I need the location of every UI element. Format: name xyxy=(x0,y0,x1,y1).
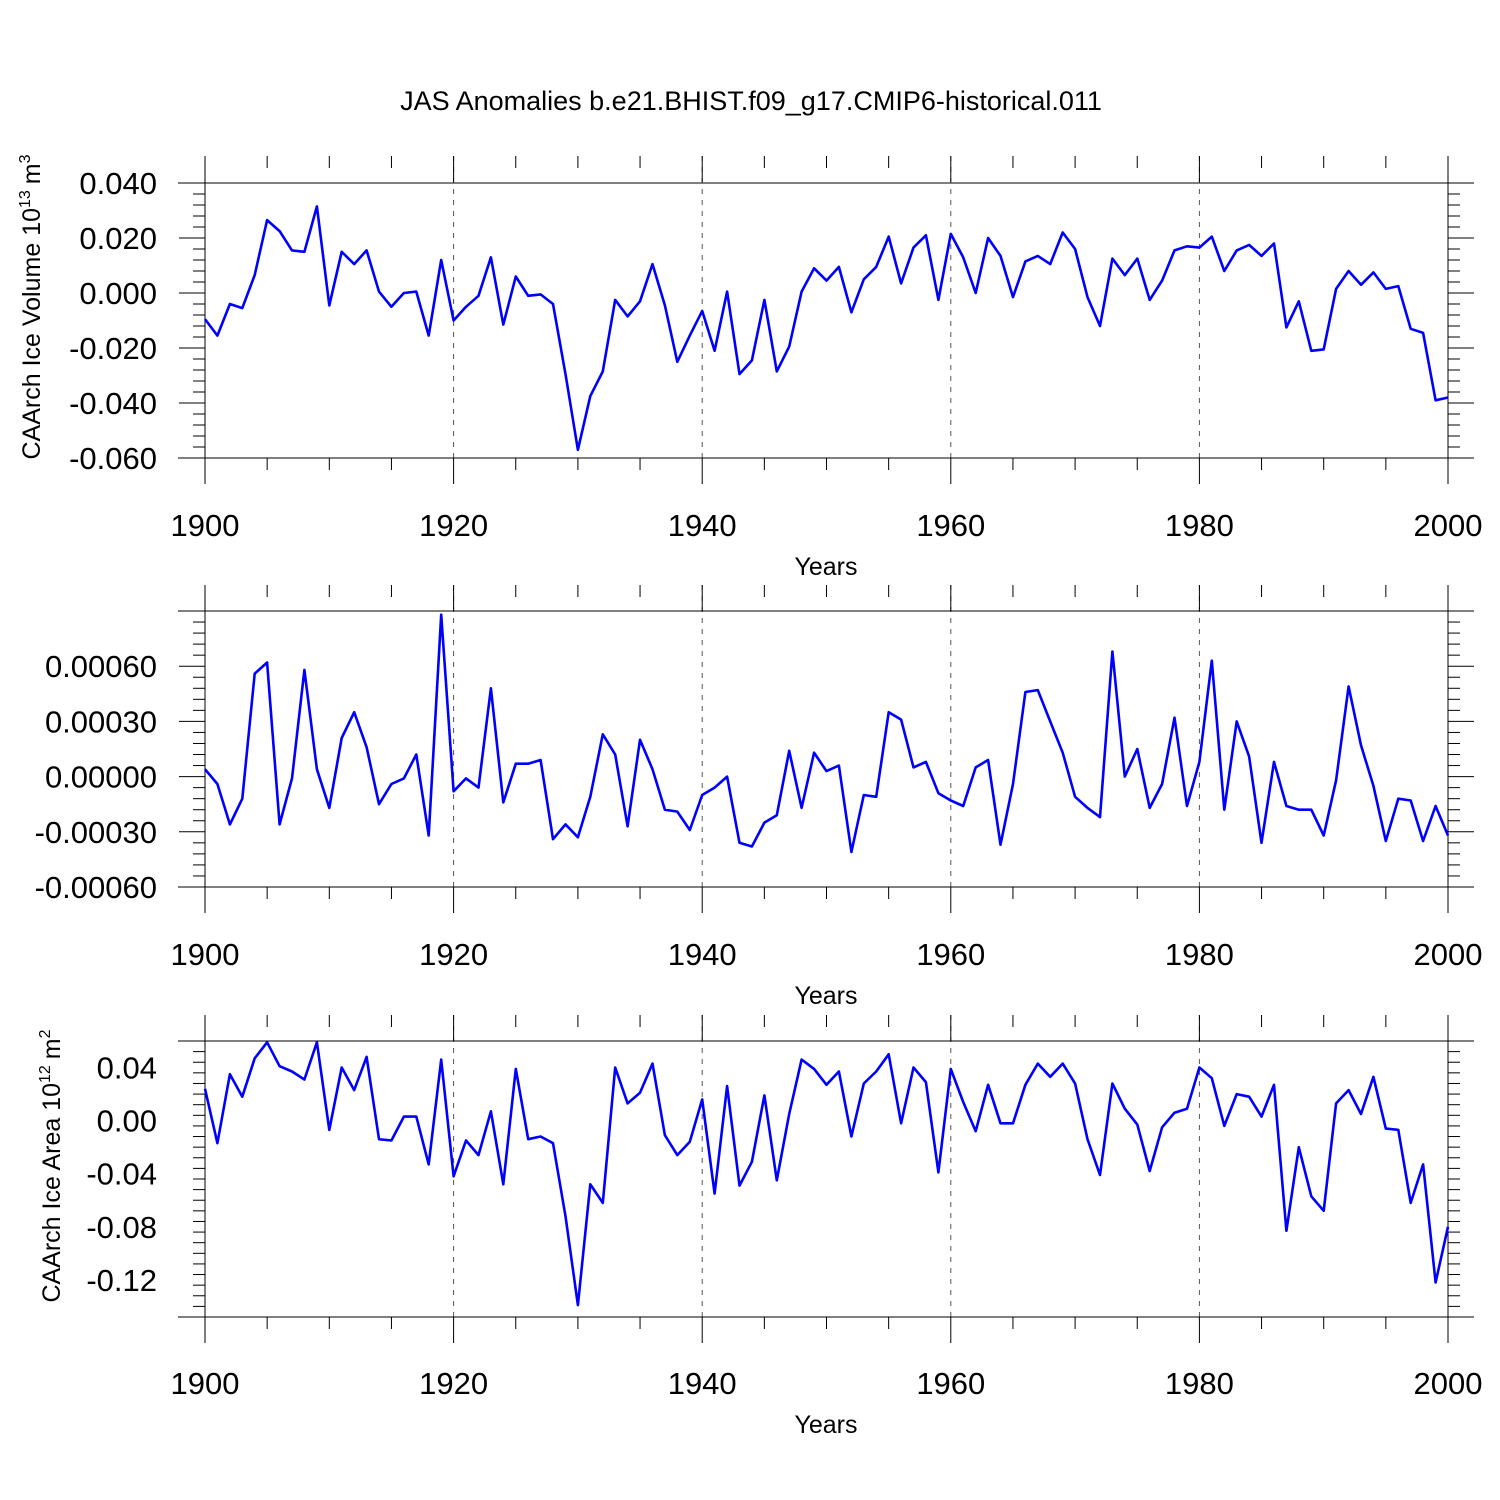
y-tick-label: -0.00030 xyxy=(35,815,157,850)
y-axis-title: CAArch Ice Area 1012 m2 xyxy=(37,1029,66,1302)
y-tick-label: -0.00060 xyxy=(35,870,157,905)
y-tick-label: 0.000 xyxy=(79,276,157,311)
x-tick-label: 1940 xyxy=(668,508,737,543)
y-tick-label: -0.08 xyxy=(86,1210,157,1245)
x-tick-label: 1960 xyxy=(916,1366,985,1401)
y-axis-title-text: CAArch Ice Volume 10 xyxy=(18,208,46,460)
y-tick-label: 0.00000 xyxy=(45,760,157,795)
x-tick-label: 1960 xyxy=(916,508,985,543)
x-tick-label: 1940 xyxy=(668,1366,737,1401)
x-tick-label: 1980 xyxy=(1165,937,1234,972)
panel-3: 1900 1920 1940 1960 1980 2000 0.04 0.00 -0.04 -0.… xyxy=(37,1015,1482,1439)
x-axis-title: Years xyxy=(794,553,857,581)
y-axis-title-unit: m xyxy=(38,1038,66,1059)
y-tick-label: 0.00 xyxy=(97,1104,157,1139)
data-series-line xyxy=(203,1041,1450,1307)
panel-1: 1900 1920 1940 1960 1980 2000 0.040 0.020 0.000 -… xyxy=(17,154,1482,581)
y-tick-label: -0.060 xyxy=(69,441,157,476)
y-tick-label: 0.00030 xyxy=(45,704,157,739)
x-tick-label: 1920 xyxy=(419,937,488,972)
x-tick-label: 1900 xyxy=(171,1366,240,1401)
y-axis-title-unit: m xyxy=(18,163,46,184)
y-tick-label: 0.04 xyxy=(97,1051,157,1086)
y-axis-title-text: CAArch Ice Area 10 xyxy=(38,1083,66,1303)
x-axis-title: Years xyxy=(794,982,857,1010)
y-axis-title: CAArch Ice Volume 1013 m3 xyxy=(17,154,46,459)
x-tick-label: 1960 xyxy=(916,937,985,972)
x-tick-label: 2000 xyxy=(1414,1366,1483,1401)
y-axis-title-unit-exponent: 2 xyxy=(37,1029,54,1038)
x-axis-title: Years xyxy=(794,1411,857,1439)
panel-2: 1900 1920 1940 1960 1980 2000 0.00060 0.00030 0.… xyxy=(35,585,1483,1010)
x-tick-label: 1980 xyxy=(1165,1366,1234,1401)
y-tick-label: -0.12 xyxy=(86,1263,157,1298)
x-tick-label: 1900 xyxy=(171,508,240,543)
y-tick-label: -0.040 xyxy=(69,386,157,421)
y-tick-label: -0.020 xyxy=(69,331,157,366)
x-tick-label: 2000 xyxy=(1414,937,1483,972)
y-axis-title-unit-exponent: 3 xyxy=(17,154,34,163)
y-tick-label: -0.04 xyxy=(86,1157,157,1192)
x-tick-label: 1900 xyxy=(171,937,240,972)
y-tick-label: 0.040 xyxy=(79,166,157,201)
y-tick-label: 0.00060 xyxy=(45,649,157,684)
y-tick-label: 0.020 xyxy=(79,221,157,256)
x-tick-label: 1920 xyxy=(419,508,488,543)
x-tick-label: 1940 xyxy=(668,937,737,972)
y-axis-title-exponent: 13 xyxy=(17,190,34,208)
y-axis-title-exponent: 12 xyxy=(37,1065,54,1083)
x-tick-label: 2000 xyxy=(1414,508,1483,543)
data-series-line xyxy=(203,205,1449,452)
x-tick-label: 1980 xyxy=(1165,508,1234,543)
figure-title: JAS Anomalies b.e21.BHIST.f09_g17.CMIP6-… xyxy=(400,86,1102,116)
data-series-line xyxy=(204,613,1450,854)
x-tick-label: 1920 xyxy=(419,1366,488,1401)
